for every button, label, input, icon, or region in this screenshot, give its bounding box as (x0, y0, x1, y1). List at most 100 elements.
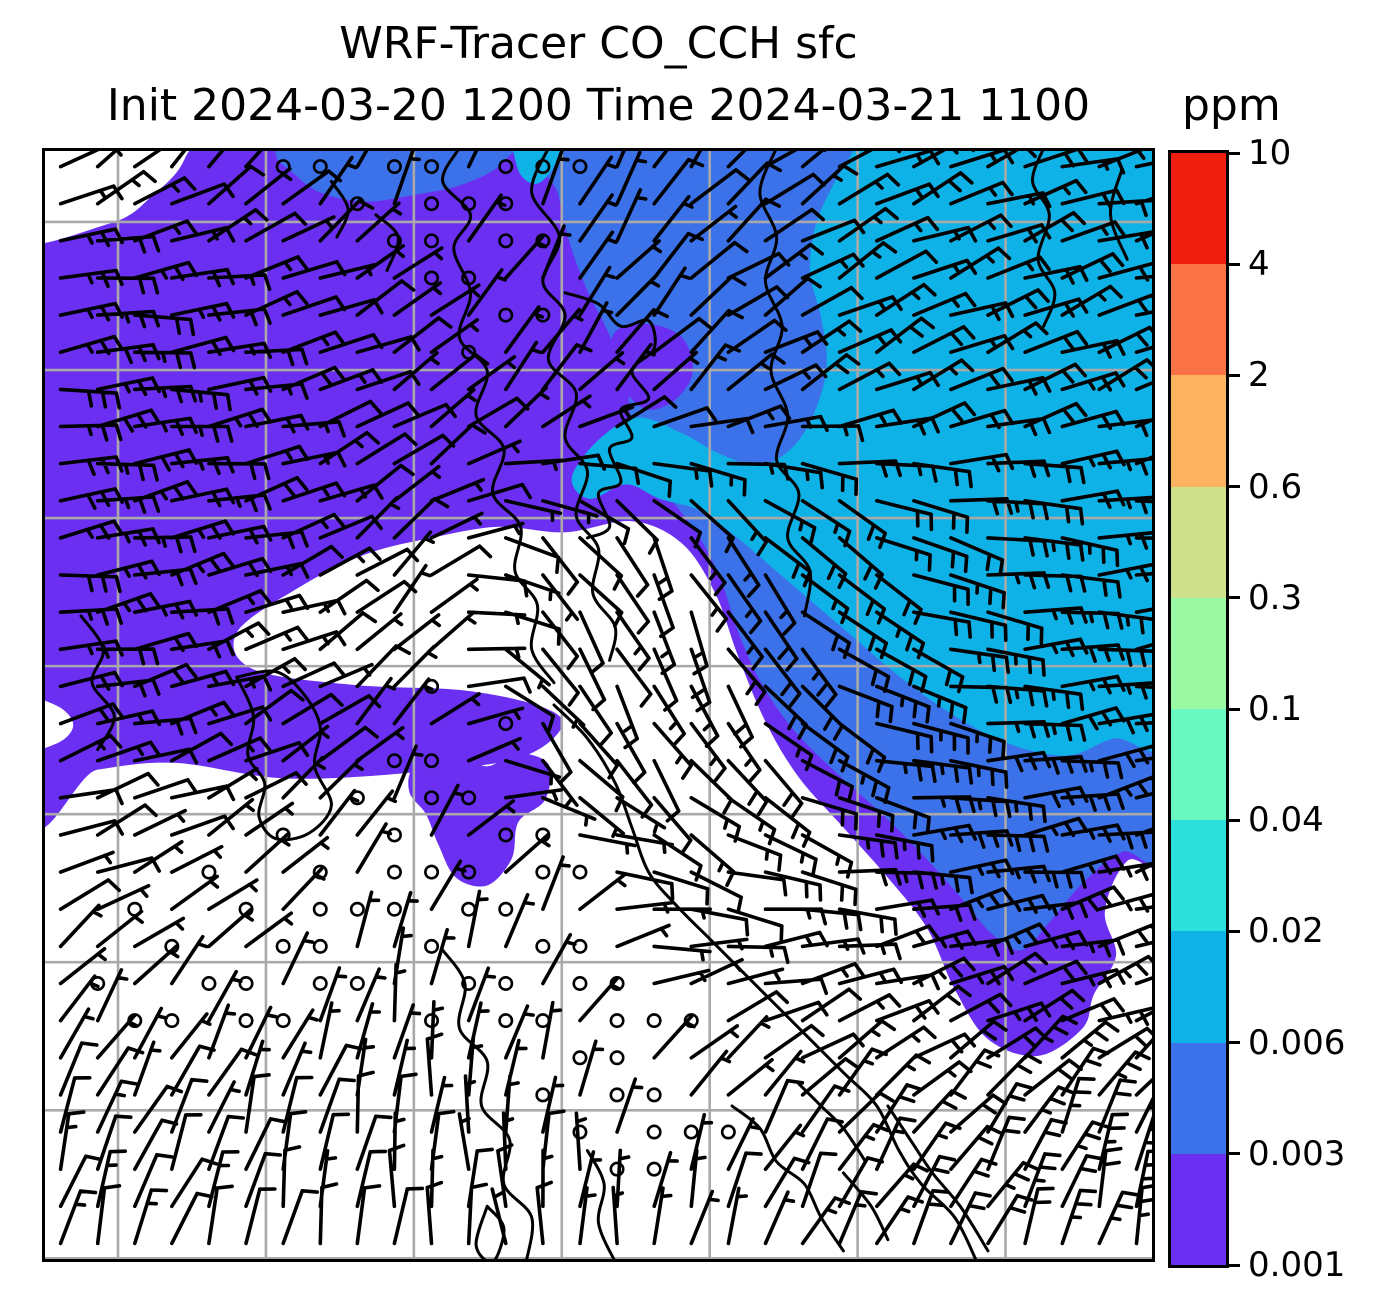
colorbar-segment (1171, 153, 1226, 265)
calm-wind-circle (164, 1013, 180, 1029)
calm-wind-circle (498, 716, 514, 732)
colorbar-tick-mark (1226, 262, 1240, 266)
calm-wind-circle (646, 1013, 662, 1029)
map-frame (42, 148, 1155, 1262)
wind-barb-layer (58, 148, 1155, 1246)
calm-wind-circle (424, 159, 440, 175)
colorbar-segment (1171, 597, 1226, 710)
coastline (441, 948, 535, 1262)
coastline (730, 1104, 845, 1253)
calm-wind-circle (535, 1087, 551, 1103)
colorbar-tick-mark (1226, 596, 1240, 600)
colorbar-tick-mark (1226, 1263, 1240, 1267)
colorbar-tick-mark (1226, 1152, 1240, 1156)
calm-wind-circle (572, 864, 588, 880)
calm-wind-circle (609, 1087, 625, 1103)
coastline (1108, 168, 1129, 261)
colorbar-tick-label: 0.02 (1248, 911, 1324, 952)
calm-wind-circle (572, 159, 588, 175)
coastline (235, 669, 333, 842)
calm-wind-circle (498, 233, 514, 249)
colorbar-tick-label: 0.003 (1248, 1133, 1346, 1174)
fill-region-below-min-white-left-notch (42, 699, 74, 750)
map-panel (42, 148, 1155, 1262)
plot-subtitle: Init 2024-03-20 1200 Time 2024-03-21 110… (106, 80, 1091, 131)
calm-wind-circle (312, 159, 328, 175)
calm-wind-circle (201, 864, 217, 880)
coastline (1031, 148, 1057, 328)
calm-wind-circle (535, 938, 551, 954)
colorbar-segment (1171, 820, 1226, 932)
colorbar-segment (1171, 486, 1226, 599)
fill-region-violet-patch-in-blue (610, 323, 694, 410)
calm-wind-circle (312, 901, 328, 917)
calm-wind-circle (646, 1161, 662, 1177)
calm-wind-circle (424, 864, 440, 880)
wind-barbs (58, 148, 1155, 1246)
colorbar-segment (1171, 264, 1226, 376)
calm-wind-circle (572, 938, 588, 954)
colorbar-tick-mark (1226, 1041, 1240, 1045)
calm-wind-circle (498, 975, 514, 991)
coastline (79, 614, 116, 752)
fill-region-violet-center-blob (408, 752, 551, 887)
colorbar-tick-label: 0.1 (1248, 689, 1303, 729)
calm-wind-circle (498, 827, 514, 843)
colorbar (1168, 150, 1229, 1268)
colorbar-tick-label: 0.3 (1248, 577, 1303, 618)
colorbar-tick-mark (1226, 485, 1240, 489)
colorbar-segment (1171, 1153, 1226, 1266)
calm-wind-circle (312, 938, 328, 954)
calm-wind-circle (349, 975, 365, 991)
colorbar-tick-mark (1226, 929, 1240, 933)
concentration-map (42, 148, 1155, 1262)
calm-wind-circle (424, 196, 440, 212)
calm-wind-circle (609, 1050, 625, 1066)
colorbar-tick-label: 0.04 (1248, 800, 1324, 841)
calm-wind-circle (424, 233, 440, 249)
coastline (441, 148, 556, 685)
calm-wind-circle (312, 975, 328, 991)
calm-wind-circle (349, 901, 365, 917)
colorbar-tick-label: 10 (1248, 133, 1292, 173)
calm-wind-circle (498, 901, 514, 917)
colorbar-tick-mark (1226, 373, 1240, 377)
calm-wind-circle (498, 159, 514, 175)
calm-wind-circle (386, 159, 402, 175)
calm-wind-circle (646, 1124, 662, 1140)
coastline (585, 1149, 617, 1262)
coastline (329, 179, 350, 239)
calm-wind-circle (275, 938, 291, 954)
plot-title: WRF-Tracer CO_CCH sfc (339, 18, 858, 69)
calm-wind-circle (386, 233, 402, 249)
calm-wind-circle (461, 196, 477, 212)
calm-wind-circle (535, 159, 551, 175)
calm-wind-circle (238, 975, 254, 991)
colorbar-tick-mark (1226, 151, 1240, 155)
calm-wind-circle (683, 1124, 699, 1140)
colorbar-tick-mark (1226, 818, 1240, 822)
calm-wind-circle (201, 975, 217, 991)
colorbar-tick-label: 0.6 (1248, 466, 1303, 507)
calm-wind-circle (386, 901, 402, 917)
calm-wind-circle (572, 1050, 588, 1066)
calm-wind-circle (386, 753, 402, 769)
calm-wind-circle (386, 864, 402, 880)
colorbar-tick-label: 2 (1248, 355, 1270, 396)
colorbar-unit-label: ppm (1182, 80, 1281, 131)
calm-wind-circle (275, 1013, 291, 1029)
colorbar-segment (1171, 709, 1226, 821)
calm-wind-circle (424, 790, 440, 806)
fill-region-cyan-band-0.006-0.02-main (571, 148, 1155, 756)
fill-region-below-min-white-corner (42, 148, 192, 244)
calm-wind-circle (386, 827, 402, 843)
calm-wind-circle (720, 1124, 736, 1140)
calm-wind-circle (424, 938, 440, 954)
colorbar-tick-mark (1226, 707, 1240, 711)
colorbar-tick-label: 4 (1248, 244, 1270, 285)
calm-wind-circle (461, 270, 477, 286)
colorbar-tick-label: 0.006 (1248, 1022, 1346, 1063)
calm-wind-circle (424, 270, 440, 286)
coastline (563, 291, 657, 540)
